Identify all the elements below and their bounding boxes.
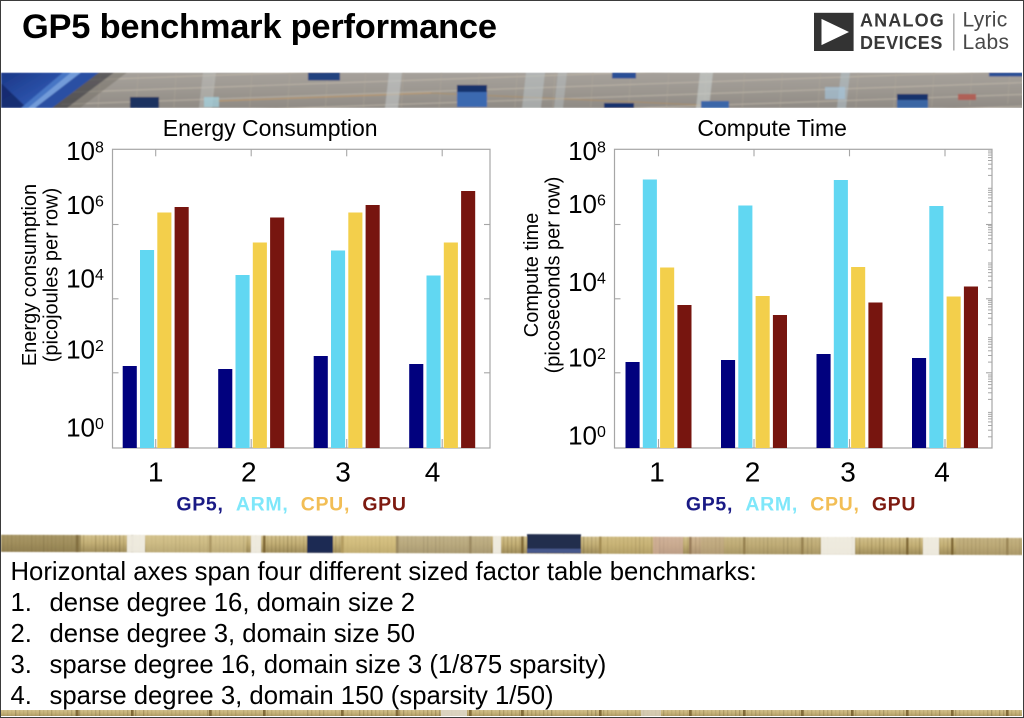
svg-text:(picojoules per row): (picojoules per row) (41, 188, 63, 363)
svg-text:10: 10 (66, 264, 95, 294)
svg-text:10: 10 (66, 136, 95, 166)
svg-text:1: 1 (649, 456, 665, 487)
svg-text:10: 10 (66, 190, 95, 220)
svg-text:DEVICES: DEVICES (860, 33, 943, 53)
svg-text:4: 4 (425, 456, 441, 487)
svg-text:GP5, ARM, CPU, GPU: GP5, ARM, CPU, GPU (686, 494, 916, 516)
svg-text:ANALOG: ANALOG (860, 10, 945, 30)
svg-text:10: 10 (66, 413, 95, 443)
svg-text:Energy consumption: Energy consumption (19, 184, 41, 366)
svg-text:10: 10 (568, 343, 597, 373)
svg-text:10: 10 (568, 267, 597, 297)
svg-text:2: 2 (597, 346, 606, 363)
svg-text:Energy Consumption: Energy Consumption (163, 115, 378, 141)
svg-text:1: 1 (148, 456, 164, 487)
svg-text:2: 2 (745, 456, 761, 487)
svg-text:6: 6 (597, 193, 606, 210)
svg-text:10: 10 (568, 421, 597, 451)
svg-text:(picoseconds per row): (picoseconds per row) (543, 177, 565, 374)
svg-text:8: 8 (597, 140, 606, 157)
svg-text:0: 0 (95, 416, 104, 433)
svg-text:3: 3 (840, 456, 856, 487)
svg-text:GP5, ARM, CPU, GPU: GP5, ARM, CPU, GPU (176, 494, 406, 516)
svg-text:2: 2 (95, 338, 104, 355)
svg-text:4: 4 (934, 456, 950, 487)
svg-text:Labs: Labs (963, 31, 1010, 54)
svg-text:Compute Time: Compute Time (697, 115, 847, 141)
svg-text:10: 10 (568, 189, 597, 219)
svg-text:2: 2 (241, 456, 257, 487)
svg-text:Lyric: Lyric (963, 8, 1008, 31)
svg-text:8: 8 (95, 140, 104, 157)
svg-text:4: 4 (95, 267, 104, 284)
svg-text:10: 10 (568, 136, 597, 166)
svg-text:Compute time: Compute time (521, 213, 543, 338)
svg-text:6: 6 (95, 194, 104, 211)
svg-text:3: 3 (335, 456, 351, 487)
svg-text:4: 4 (597, 271, 606, 288)
svg-text:0: 0 (597, 424, 606, 441)
svg-text:10: 10 (66, 335, 95, 365)
